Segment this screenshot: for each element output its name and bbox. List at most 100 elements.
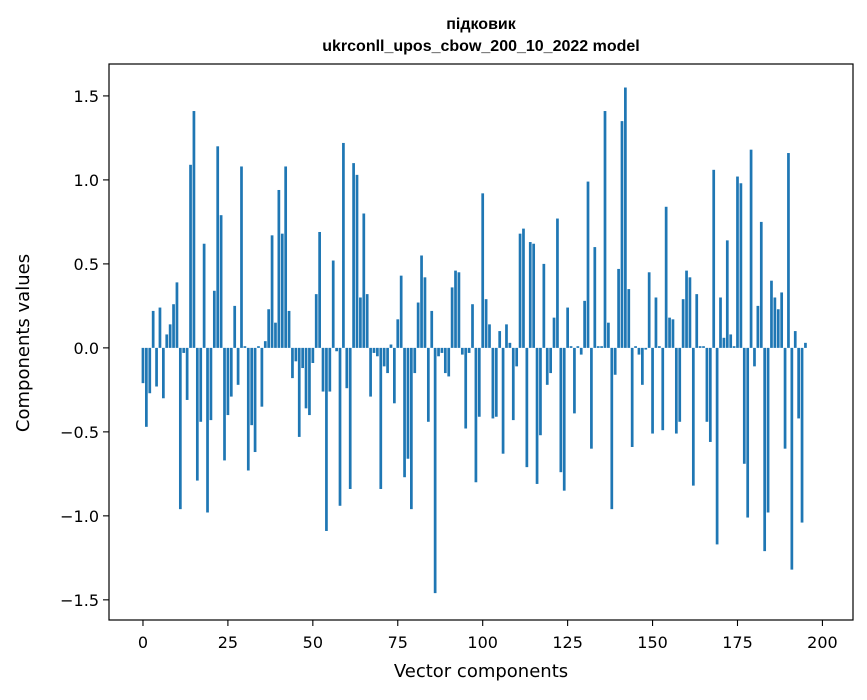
bar	[746, 347, 750, 518]
bar	[280, 233, 284, 348]
bar	[450, 287, 454, 348]
bar	[331, 260, 335, 348]
bar	[229, 347, 233, 397]
bar	[780, 292, 784, 348]
bar	[379, 347, 383, 489]
y-tick-label: −1.0	[60, 507, 99, 526]
x-tick-label: 100	[467, 633, 498, 652]
y-tick-label: −0.5	[60, 423, 99, 442]
bar	[712, 169, 716, 348]
x-tick-label: 0	[138, 633, 148, 652]
bar	[321, 347, 325, 392]
bar	[345, 347, 349, 389]
bar	[515, 347, 519, 367]
bar	[430, 310, 434, 348]
bar	[783, 347, 787, 449]
bar	[539, 347, 542, 436]
bar	[460, 347, 464, 355]
bar	[790, 347, 794, 570]
bar	[569, 346, 573, 348]
bar	[722, 337, 726, 348]
bar	[195, 347, 199, 481]
bar	[732, 346, 736, 348]
bar	[199, 347, 203, 422]
bar	[501, 347, 505, 454]
bar	[545, 347, 549, 385]
bar	[443, 347, 447, 374]
bar	[389, 344, 393, 348]
bar	[596, 346, 600, 348]
bar	[352, 163, 355, 348]
bar	[532, 243, 536, 348]
bar	[688, 277, 692, 348]
bar	[641, 347, 644, 385]
bar	[668, 317, 671, 348]
bar	[355, 174, 359, 348]
bar	[651, 347, 654, 434]
bar	[542, 263, 546, 348]
bar	[141, 347, 145, 384]
bar	[457, 272, 461, 348]
bar	[175, 282, 179, 348]
bar	[219, 215, 223, 348]
bar	[162, 347, 165, 399]
bar	[178, 347, 182, 510]
x-ticks: 0 25 50 75 100 125 150 175 200	[138, 620, 838, 652]
bar	[624, 87, 627, 348]
bar	[393, 347, 396, 404]
bar	[708, 347, 712, 442]
bar	[736, 176, 739, 348]
bar	[301, 347, 304, 369]
bar	[613, 347, 617, 375]
bar	[549, 347, 552, 374]
bar	[454, 270, 457, 348]
bar	[325, 347, 328, 531]
bar	[420, 255, 423, 348]
y-tick-label: −1.5	[60, 591, 99, 610]
bar	[797, 347, 800, 419]
bar	[206, 347, 209, 513]
bar	[182, 347, 186, 353]
bar	[233, 305, 237, 348]
bar	[525, 347, 529, 468]
bar	[511, 347, 515, 421]
bar	[168, 324, 172, 348]
bar	[246, 347, 250, 471]
bar	[505, 324, 508, 348]
bar	[562, 347, 566, 491]
bar	[284, 166, 288, 348]
y-tick-label: 1.0	[74, 171, 99, 190]
x-tick-label: 200	[807, 633, 838, 652]
bar	[291, 347, 294, 379]
bar	[145, 347, 148, 427]
bar	[426, 347, 430, 422]
bar	[318, 231, 321, 348]
bar	[202, 243, 206, 348]
bar	[793, 331, 797, 348]
bar	[155, 347, 158, 387]
x-tick-label: 125	[552, 633, 583, 652]
bar	[695, 294, 699, 348]
bar	[287, 310, 291, 348]
bar	[590, 347, 593, 449]
y-tick-label: 1.5	[74, 87, 99, 106]
bar	[607, 322, 610, 348]
bar	[658, 346, 661, 348]
bar	[335, 347, 338, 352]
y-tick-label: 0.5	[74, 255, 99, 274]
bar	[627, 289, 631, 348]
bar	[304, 347, 308, 409]
bar	[719, 297, 722, 348]
bar	[787, 153, 790, 348]
bar	[440, 347, 444, 353]
bar	[311, 347, 315, 363]
bar	[382, 347, 386, 367]
bar	[753, 347, 756, 367]
bar	[617, 268, 620, 348]
bar	[189, 164, 192, 348]
bar	[413, 347, 417, 374]
bar	[277, 189, 281, 348]
bar	[800, 347, 804, 523]
